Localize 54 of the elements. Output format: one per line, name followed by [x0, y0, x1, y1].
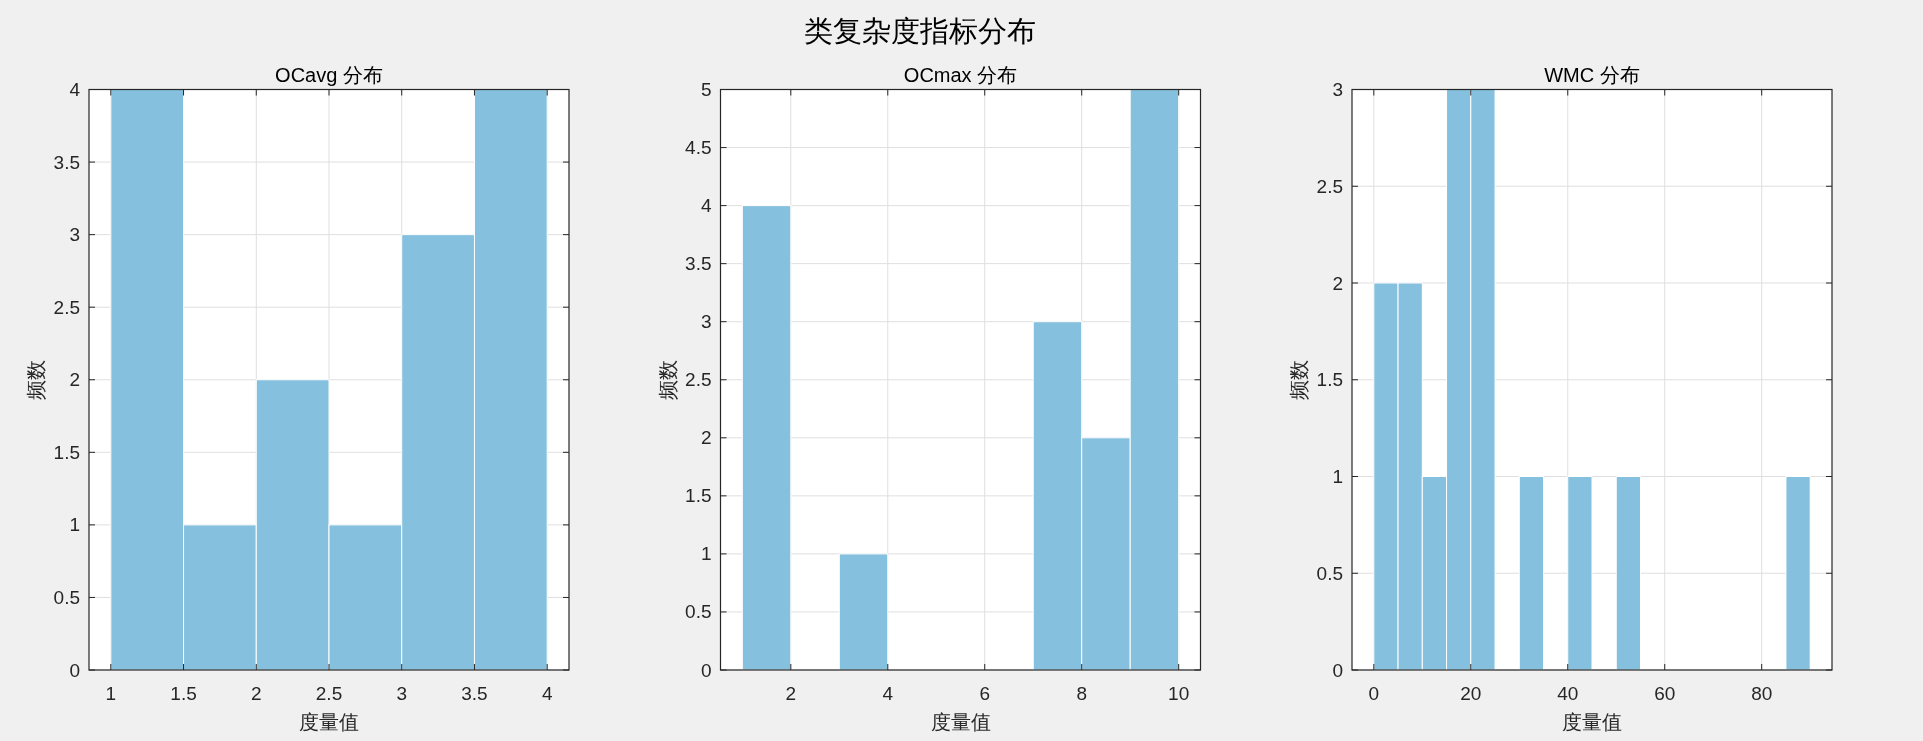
xtick: 4 — [541, 682, 553, 704]
ytick: 2 — [1332, 272, 1343, 294]
ytick: 1 — [1332, 466, 1343, 487]
ytick: 2 — [700, 427, 712, 449]
ytick: 2 — [69, 369, 80, 391]
xtick: 4 — [882, 682, 894, 704]
xlabel: 度量值 — [1562, 711, 1622, 733]
panel-title: OCavg 分布 — [275, 63, 383, 86]
xtick: 3 — [396, 682, 407, 704]
xtick: 80 — [1751, 682, 1773, 704]
ytick: 1 — [700, 543, 712, 565]
xtick: 40 — [1557, 682, 1579, 704]
ytick: 2.5 — [1316, 175, 1343, 197]
xtick: 2.5 — [315, 682, 343, 704]
xtick: 3.5 — [461, 682, 488, 704]
ytick: 1.5 — [53, 441, 80, 463]
ytick: 3.5 — [53, 151, 80, 173]
ytick: 4.5 — [685, 137, 712, 159]
ytick: 4 — [69, 79, 80, 100]
xtick: 8 — [1076, 682, 1087, 704]
ytick: 0 — [1332, 659, 1343, 681]
xlabel: 度量值 — [930, 711, 991, 733]
xtick: 10 — [1168, 682, 1190, 704]
ytick: 1 — [69, 514, 80, 536]
ytick: 0.5 — [53, 586, 80, 608]
xtick: 60 — [1654, 682, 1676, 704]
ytick: 0.5 — [685, 601, 712, 623]
xlabel: 度量值 — [299, 711, 359, 733]
xtick: 1.5 — [170, 682, 197, 704]
ylabel: 频数 — [1288, 359, 1310, 400]
title: 类复杂度指标分布 — [804, 15, 1036, 47]
ytick: 2.5 — [53, 296, 80, 318]
xtick: 0 — [1368, 682, 1380, 704]
ytick: 0 — [700, 659, 712, 681]
ytick: 0.5 — [1316, 562, 1343, 584]
xtick: 2 — [785, 682, 797, 704]
ylabel: 频数 — [656, 359, 679, 400]
xtick: 1 — [105, 682, 117, 704]
ytick: 3.5 — [685, 253, 712, 275]
ytick: 3 — [69, 224, 80, 246]
ytick: 0 — [69, 659, 80, 681]
ytick: 1.5 — [685, 485, 712, 507]
ytick: 1.5 — [1316, 369, 1343, 391]
ytick: 3 — [700, 311, 712, 333]
ytick: 3 — [1332, 79, 1343, 100]
ytick: 2.5 — [685, 369, 712, 391]
panel-title: WMC 分布 — [1544, 63, 1640, 86]
ylabel: 频数 — [25, 359, 47, 400]
ytick: 4 — [700, 195, 712, 217]
xtick: 20 — [1460, 682, 1482, 704]
xtick: 6 — [979, 682, 991, 704]
xtick: 2 — [251, 682, 262, 704]
panel-title: OCmax 分布 — [903, 63, 1018, 86]
ytick: 5 — [700, 79, 712, 100]
